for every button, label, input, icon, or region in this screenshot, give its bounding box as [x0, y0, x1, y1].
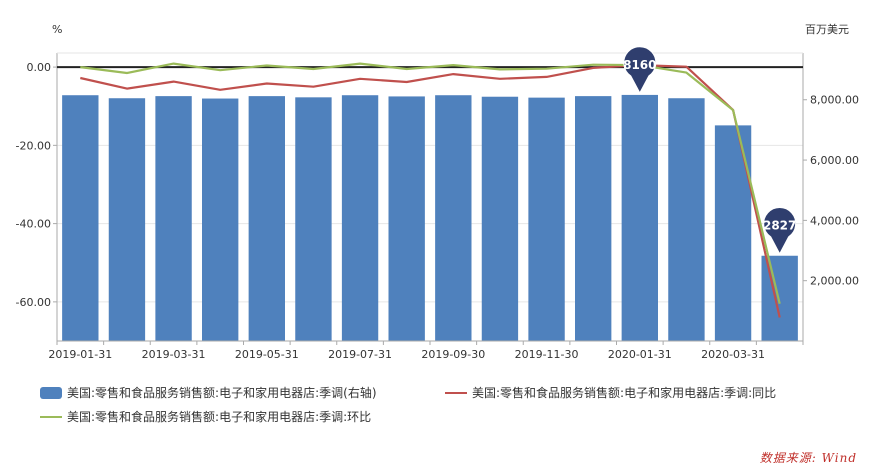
left-tick-label: -40.00	[16, 218, 51, 231]
legend-item-yoy[interactable]: 美国:零售和食品服务销售额:电子和家用电器店:季调:同比	[445, 384, 776, 401]
bar	[575, 96, 612, 342]
legend-item-sales[interactable]: 美国:零售和食品服务销售额:电子和家用电器店:季调(右轴)	[40, 384, 377, 401]
legend-label-sales: 美国:零售和食品服务销售额:电子和家用电器店:季调(右轴)	[67, 386, 377, 400]
x-tick-label: 2019-07-31	[328, 348, 392, 361]
right-tick-label: 2,000.00	[810, 275, 859, 288]
bar	[435, 95, 472, 341]
value-pin-label: 2827	[763, 219, 796, 233]
x-tick-label: 2020-03-31	[701, 348, 765, 361]
legend-swatch-bar	[40, 386, 62, 399]
bar	[202, 98, 239, 341]
left-tick-label: 0.00	[27, 61, 52, 74]
bar	[108, 98, 146, 342]
value-pin: 2827	[763, 207, 797, 255]
bar	[761, 255, 798, 341]
value-pin-marker	[623, 46, 657, 94]
bar	[621, 94, 658, 341]
value-pin-marker	[763, 207, 797, 255]
x-tick-label: 2019-09-30	[421, 348, 485, 361]
chart-canvas: 0.00 -20.00 -40.00 -60.00 2,000.00 4,000.00 6,…	[16, 23, 859, 361]
left-axis-unit: %	[52, 23, 62, 36]
bar	[388, 96, 425, 341]
right-tick-label: 8,000.00	[810, 94, 859, 107]
source-note: 数据来源: Wind	[759, 451, 857, 465]
bar	[668, 98, 705, 342]
bar	[341, 95, 379, 341]
bar	[481, 96, 519, 341]
left-tick-label: -20.00	[16, 139, 51, 152]
right-tick-label: 4,000.00	[810, 214, 859, 227]
right-axis-unit: 百万美元	[805, 23, 849, 36]
legend-label-mom: 美国:零售和食品服务销售额:电子和家用电器店:季调:环比	[67, 410, 372, 424]
bar	[62, 95, 99, 341]
x-tick-label: 2019-01-31	[48, 348, 112, 361]
bar	[295, 97, 332, 341]
x-tick-label: 2019-05-31	[235, 348, 299, 361]
value-pin-label: 8160	[623, 58, 656, 72]
bar	[714, 125, 752, 342]
value-pin: 8160	[623, 46, 657, 94]
legend-swatch-yoy	[445, 391, 467, 394]
legend-swatch-mom	[40, 415, 62, 418]
left-tick-label: -60.00	[16, 296, 51, 309]
mom-line	[80, 62, 781, 305]
x-tick-label: 2019-11-30	[515, 348, 579, 361]
yoy-line	[80, 63, 781, 318]
right-tick-label: 6,000.00	[810, 154, 859, 167]
legend-item-mom[interactable]: 美国:零售和食品服务销售额:电子和家用电器店:季调:环比	[40, 408, 371, 425]
bar	[528, 97, 565, 341]
bar	[248, 96, 285, 342]
bar	[155, 96, 192, 342]
x-tick-label: 2019-03-31	[142, 348, 206, 361]
legend-label-yoy: 美国:零售和食品服务销售额:电子和家用电器店:季调:同比	[472, 386, 777, 400]
x-tick-label: 2020-01-31	[608, 348, 672, 361]
